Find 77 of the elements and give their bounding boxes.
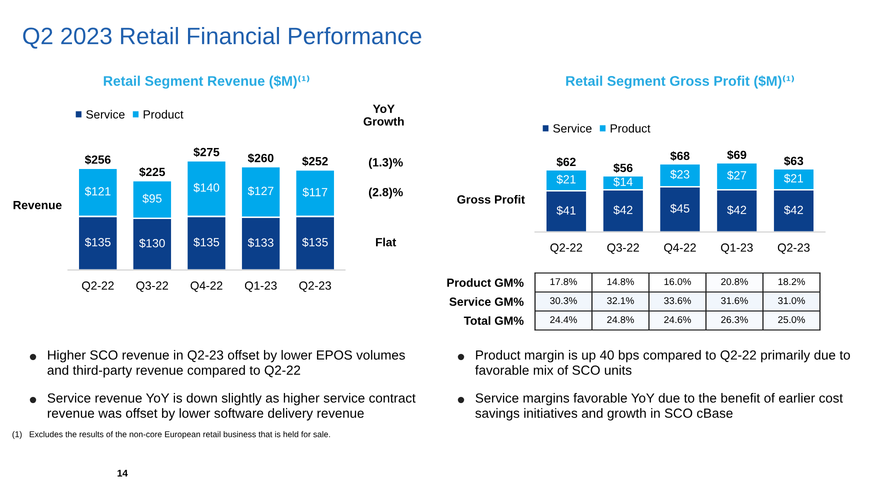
data-label: $95 [142, 194, 162, 204]
y-tick-label: Product GM% [447, 278, 524, 287]
y-axis-title: Revenue [14, 201, 62, 210]
y-tick-label: Total GM% [464, 316, 524, 325]
data-label: 32.1% [607, 297, 634, 304]
x-tick-label: Q2-23 [778, 243, 810, 254]
data-label: 14.8% [607, 278, 634, 286]
data-label: $140 [193, 182, 220, 192]
data-label: $130 [139, 238, 165, 248]
data-label: $117 [302, 187, 328, 198]
text: Product margin is up 40 bps compared to Q2-22 primarily due to favorable mix of SCO units [475, 350, 850, 375]
x-tick-label: Q4-22 [664, 243, 696, 254]
data-label: 24.6% [664, 316, 691, 324]
text: Higher SCO revenue in Q2-23 offset by lower EPOS volumes and third-party revenue compared to Q2-22 [48, 350, 405, 378]
total-label: $225 [139, 167, 165, 177]
y-axis-title: Gross Profit [457, 194, 525, 204]
data-label: $135 [84, 238, 111, 248]
data-label: $41 [556, 206, 576, 216]
data-label: 31.0% [778, 297, 805, 304]
data-label: 26.3% [721, 316, 748, 324]
data-label: 20.8% [721, 278, 748, 286]
total-label: $63 [784, 156, 804, 166]
x-tick-label: Q4-22 [190, 281, 222, 292]
text: (2.8)% [368, 188, 403, 199]
data-label: $133 [248, 238, 274, 248]
total-label: $56 [613, 163, 633, 173]
text: 14 [118, 470, 128, 477]
data-label: $21 [784, 174, 803, 184]
data-label: $135 [302, 238, 328, 248]
data-label: 16.0% [664, 278, 691, 286]
data-label: $23 [670, 170, 690, 180]
data-label: 24.4% [550, 316, 577, 324]
x-tick-label: Q2-22 [550, 243, 582, 254]
y-tick-label: Service GM% [449, 297, 524, 306]
total-label: $275 [194, 147, 220, 158]
data-label: $14 [613, 177, 633, 187]
data-label: $42 [784, 205, 803, 215]
data-label: $21 [556, 174, 576, 184]
data-label: $42 [727, 205, 746, 215]
x-tick-label: Q1-23 [721, 243, 753, 254]
legend-label: Service [86, 110, 125, 119]
data-label: 18.2% [778, 278, 805, 286]
x-tick-label: Q2-22 [82, 281, 114, 292]
data-label: $27 [727, 170, 746, 180]
chart-title: Retail Segment Revenue ($M)⁽¹⁾ [104, 75, 310, 89]
legend-label: Product [610, 124, 650, 133]
data-label: $42 [613, 205, 632, 215]
x-tick-label: Q2-23 [299, 281, 332, 292]
legend-label: Service [553, 124, 592, 133]
data-label: 25.0% [778, 316, 805, 324]
data-label: 33.6% [664, 297, 691, 304]
total-label: $62 [556, 157, 576, 167]
text: Q2 2023 Retail Financial Performance [23, 26, 422, 49]
data-label: 17.8% [550, 278, 577, 286]
data-label: $135 [193, 238, 220, 248]
data-label: $45 [670, 204, 690, 214]
text: YoY Growth [364, 104, 404, 126]
data-label: $121 [84, 186, 110, 196]
chart-title: Retail Segment Gross Profit ($M)⁽¹⁾ [566, 75, 794, 89]
total-label: $252 [302, 156, 328, 166]
x-tick-label: Q3-22 [607, 243, 639, 254]
legend-label: Product [144, 110, 184, 119]
x-tick-label: Q3-22 [136, 281, 168, 292]
data-label: $127 [248, 186, 274, 196]
text: (1.3)% [368, 158, 403, 169]
total-label: $69 [727, 150, 746, 160]
x-tick-label: Q1-23 [244, 281, 277, 292]
total-label: $256 [84, 154, 111, 165]
total-label: $260 [248, 153, 274, 163]
data-label: 24.8% [607, 316, 634, 324]
data-label: 31.6% [721, 297, 748, 304]
text: Service margins favorable YoY due to the benefit of earlier cost savings initiatives and growth in SCO cBase [475, 393, 843, 420]
total-label: $68 [670, 151, 690, 161]
text: (1) Excludes the results of the non-core European retail business that is held for sale. [12, 431, 330, 439]
text: Flat [376, 238, 396, 246]
data-label: 30.3% [550, 297, 577, 304]
text: Service revenue YoY is down slightly as higher service contract revenue was offset by lower software delivery revenue [48, 393, 416, 420]
